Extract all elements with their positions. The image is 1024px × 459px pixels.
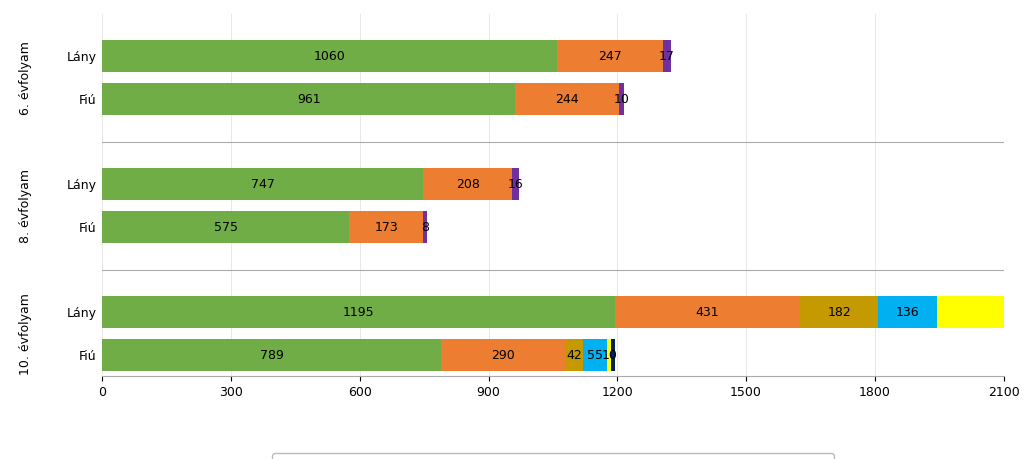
Text: 10: 10 bbox=[601, 348, 617, 362]
Bar bbox=[664, 40, 671, 73]
Bar bbox=[557, 40, 664, 73]
Text: 173: 173 bbox=[375, 221, 398, 234]
Text: 747: 747 bbox=[251, 178, 274, 191]
Text: 208: 208 bbox=[456, 178, 479, 191]
Text: 8. évfolyam: 8. évfolyam bbox=[19, 169, 33, 243]
Text: 136: 136 bbox=[896, 306, 920, 319]
Bar bbox=[879, 297, 937, 328]
Bar bbox=[607, 339, 611, 371]
Text: 244: 244 bbox=[555, 93, 579, 106]
Bar bbox=[441, 339, 565, 371]
Bar bbox=[620, 83, 624, 115]
Bar bbox=[515, 83, 620, 115]
Bar bbox=[937, 297, 1024, 328]
Legend: Angol, Német, Francia, Spanyol, Olasz, Kínai, Orosz: Angol, Német, Francia, Spanyol, Olasz, K… bbox=[272, 453, 834, 459]
Bar bbox=[423, 211, 427, 243]
Bar bbox=[102, 40, 557, 73]
Bar bbox=[102, 297, 615, 328]
Text: 575: 575 bbox=[214, 221, 238, 234]
Text: 247: 247 bbox=[598, 50, 623, 63]
Bar bbox=[615, 297, 800, 328]
Bar bbox=[512, 168, 519, 201]
Text: 10: 10 bbox=[613, 93, 630, 106]
Text: 431: 431 bbox=[696, 306, 720, 319]
Bar bbox=[584, 339, 607, 371]
Text: 17: 17 bbox=[659, 50, 675, 63]
Text: 16: 16 bbox=[508, 178, 523, 191]
Text: 1195: 1195 bbox=[343, 306, 375, 319]
Text: 42: 42 bbox=[566, 348, 583, 362]
Bar bbox=[800, 297, 879, 328]
Text: 1060: 1060 bbox=[314, 50, 346, 63]
Text: 10. évfolyam: 10. évfolyam bbox=[19, 293, 33, 375]
Bar bbox=[102, 168, 423, 201]
Text: 961: 961 bbox=[297, 93, 321, 106]
Bar bbox=[423, 168, 512, 201]
Text: 290: 290 bbox=[492, 348, 515, 362]
Text: 8: 8 bbox=[421, 221, 429, 234]
Bar bbox=[102, 339, 441, 371]
Bar bbox=[611, 339, 614, 371]
Text: 182: 182 bbox=[827, 306, 851, 319]
Bar bbox=[102, 211, 349, 243]
Bar bbox=[565, 339, 584, 371]
Bar bbox=[349, 211, 423, 243]
Bar bbox=[102, 83, 515, 115]
Text: 55: 55 bbox=[587, 348, 603, 362]
Text: 789: 789 bbox=[260, 348, 284, 362]
Text: 6. évfolyam: 6. évfolyam bbox=[19, 41, 33, 115]
